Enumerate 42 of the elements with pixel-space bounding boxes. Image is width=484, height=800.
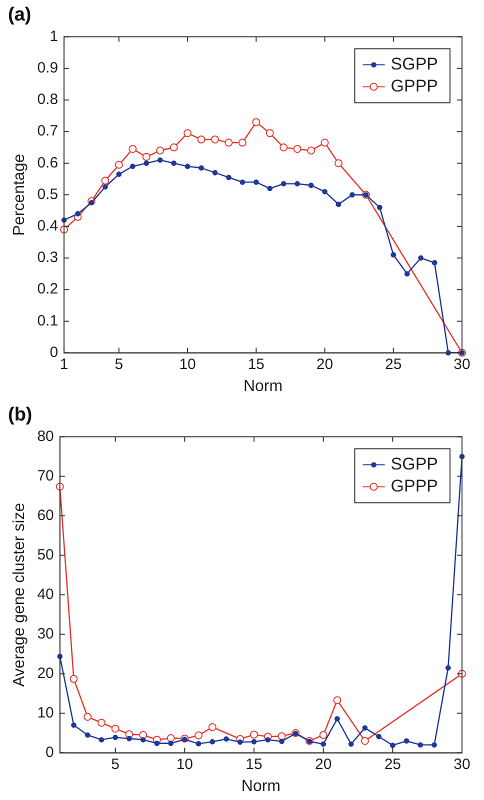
x-tick-label: 15 [246,756,262,773]
y-tick-label: 0.7 [37,122,58,140]
y-tick-label: 0.5 [37,186,58,203]
x-tick-label: 30 [454,356,470,373]
y-tick-label: 60 [37,506,54,524]
x-tick-label: 25 [385,356,402,373]
legend-label: SGPP [390,454,438,474]
x-axis-title: Norm [241,778,280,795]
y-tick-label: 0.1 [37,312,58,330]
y-tick-label: 0 [46,744,54,761]
y-tick-label: 0.2 [37,280,58,298]
y-axis-title: Average gene cluster size [11,502,28,687]
x-tick-label: 5 [114,356,124,373]
x-tick-label: 25 [384,756,402,773]
x-tick-label: 10 [176,756,194,773]
chart-title: (b) [8,404,32,426]
legend-label: GPPP [390,476,438,496]
x-tick-label: 20 [314,756,332,773]
y-tick-label: 40 [37,586,54,603]
x-axis-title: Norm [243,378,283,395]
x-tick-label: 5 [111,756,120,773]
y-tick-label: 10 [37,704,54,722]
y-tick-label: 50 [37,546,54,564]
y-tick-label: 30 [37,625,54,642]
y-tick-label: 0 [50,344,58,361]
y-tick-label: 1 [50,28,58,45]
x-tick-label: 10 [179,356,196,373]
y-axis-title: Percentage [11,154,28,236]
chart-title: (a) [8,4,32,26]
x-tick-label: 15 [248,356,265,373]
y-tick-label: 0.3 [37,249,58,266]
y-tick-label: 20 [37,664,54,682]
x-tick-label: 30 [454,756,470,773]
y-tick-label: 0.8 [37,91,58,108]
legend-label: GPPP [390,76,438,96]
y-tick-label: 70 [37,467,54,484]
y-tick-label: 80 [37,428,54,445]
y-tick-label: 0.4 [37,218,58,235]
y-tick-label: 0.6 [37,154,58,172]
y-tick-label: 0.9 [37,60,58,77]
x-tick-label: 20 [316,356,334,373]
legend-label: SGPP [390,54,438,74]
